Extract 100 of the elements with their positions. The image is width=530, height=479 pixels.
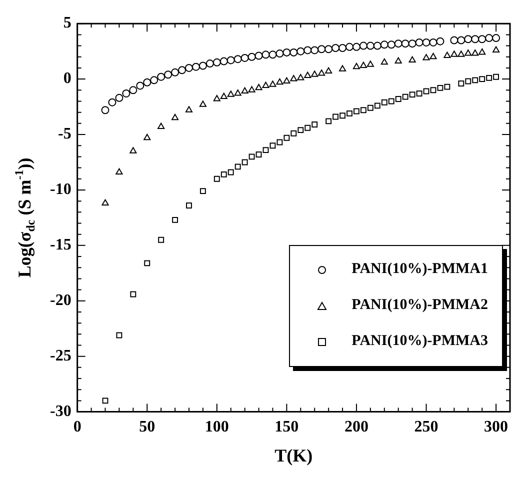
x-axis-title: T(K) — [274, 446, 313, 466]
point — [234, 164, 241, 170]
point — [436, 37, 444, 46]
point — [429, 38, 438, 46]
y-tick-label: -25 — [50, 347, 72, 364]
point — [430, 87, 436, 94]
point — [437, 84, 444, 91]
point — [262, 50, 270, 59]
point — [158, 122, 165, 129]
point — [478, 35, 486, 44]
point — [248, 154, 255, 160]
point — [186, 202, 192, 208]
point — [458, 80, 464, 86]
y-tick-label: -10 — [50, 181, 72, 198]
point — [388, 98, 394, 104]
point — [282, 48, 291, 56]
point — [353, 108, 360, 114]
point — [212, 58, 221, 66]
point — [248, 52, 256, 61]
point — [311, 70, 318, 77]
point — [326, 118, 332, 124]
point — [255, 84, 262, 90]
point — [171, 68, 180, 76]
x-tick-label: 250 — [414, 418, 438, 436]
point — [464, 50, 472, 56]
point — [290, 130, 297, 136]
point — [283, 77, 290, 84]
point — [220, 171, 227, 178]
x-tick-label: 200 — [344, 418, 368, 436]
point — [297, 74, 304, 80]
point — [338, 65, 346, 72]
point — [234, 55, 242, 64]
point — [381, 99, 388, 106]
point — [116, 332, 122, 338]
point — [338, 44, 347, 52]
point — [220, 92, 228, 100]
point — [318, 45, 326, 54]
legend-label: PANI(10%)-PMMA2 — [352, 297, 488, 314]
point — [185, 106, 193, 112]
point — [332, 114, 339, 120]
point — [430, 52, 437, 60]
point — [270, 142, 276, 149]
point — [409, 92, 416, 98]
point — [325, 67, 332, 74]
point — [387, 40, 396, 49]
point — [108, 98, 116, 106]
point — [200, 188, 206, 194]
point — [198, 62, 207, 70]
point — [228, 169, 234, 176]
point — [312, 122, 318, 128]
point — [130, 147, 137, 154]
point — [242, 159, 248, 166]
point — [380, 40, 388, 49]
point — [304, 124, 311, 131]
x-tick-label: 150 — [274, 418, 299, 436]
point — [214, 176, 220, 182]
point — [178, 66, 186, 74]
point — [394, 57, 402, 64]
point — [465, 78, 472, 84]
point — [352, 62, 360, 70]
point — [234, 89, 242, 96]
point — [143, 78, 152, 86]
point — [171, 114, 179, 120]
point — [360, 62, 367, 68]
point — [129, 86, 138, 94]
point — [276, 78, 284, 85]
point — [115, 94, 124, 102]
point — [492, 34, 500, 42]
point — [269, 80, 276, 87]
point — [101, 106, 110, 114]
point — [380, 58, 388, 65]
point — [262, 147, 269, 154]
point — [360, 107, 366, 114]
point — [416, 90, 422, 96]
point — [450, 50, 458, 57]
point — [367, 104, 374, 111]
point — [450, 36, 458, 44]
point — [296, 47, 305, 56]
point — [352, 42, 360, 51]
point — [444, 52, 451, 58]
point — [199, 100, 206, 107]
point — [458, 50, 465, 57]
point — [493, 74, 500, 80]
y-tick-label: -30 — [50, 402, 72, 420]
point — [394, 40, 402, 48]
point — [116, 168, 123, 174]
point — [374, 102, 380, 109]
point — [206, 60, 214, 68]
y-tick-label: -15 — [50, 236, 72, 254]
legend-label: PANI(10%)-PMMA3 — [352, 333, 488, 350]
point — [422, 38, 430, 46]
point — [227, 90, 234, 97]
point — [408, 40, 416, 48]
point — [102, 199, 109, 206]
point — [471, 35, 480, 44]
point — [345, 42, 354, 51]
point — [262, 82, 270, 88]
point — [340, 112, 346, 119]
point — [122, 89, 130, 98]
point — [276, 50, 284, 58]
